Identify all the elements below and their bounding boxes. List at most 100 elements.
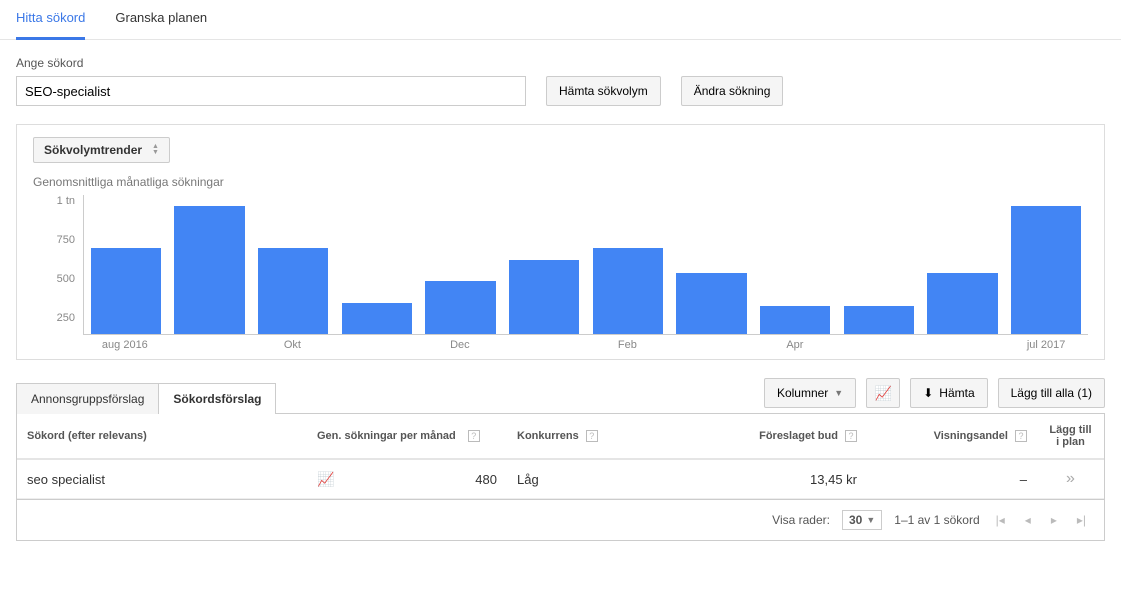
bar[interactable]	[258, 248, 328, 334]
chart-panel: Sökvolymtrender ▲▼ Genomsnittliga månatl…	[16, 124, 1105, 360]
th-share-label: Visningsandel	[934, 430, 1008, 442]
cell-keyword[interactable]: seo specialist	[17, 462, 307, 497]
help-icon[interactable]: ?	[586, 430, 598, 442]
bar[interactable]	[927, 273, 997, 334]
bar-slot	[419, 195, 503, 334]
download-icon: ⬇	[923, 386, 933, 400]
chart-title: Genomsnittliga månatliga sökningar	[33, 175, 1088, 189]
columns-button[interactable]: Kolumner ▼	[764, 378, 856, 408]
tab-keyword-suggestions[interactable]: Sökordsförslag	[158, 383, 276, 414]
rows-dropdown[interactable]: 30 ▼	[842, 510, 882, 530]
y-tick: 500	[57, 273, 75, 312]
pager-first-icon[interactable]: |◂	[992, 513, 1009, 527]
cell-searches: 📈 480	[307, 461, 507, 498]
cell-competition: Låg	[507, 462, 737, 497]
bar[interactable]	[593, 248, 663, 334]
y-axis: 1 tn750500250	[33, 195, 83, 351]
chart-view-button[interactable]: 📈	[866, 378, 900, 408]
th-keyword[interactable]: Sökord (efter relevans)	[17, 420, 307, 452]
th-competition-label: Konkurrens	[517, 430, 579, 442]
bar[interactable]	[676, 273, 746, 334]
bars	[83, 195, 1088, 335]
help-icon[interactable]: ?	[1015, 430, 1027, 442]
y-tick: 250	[57, 312, 75, 351]
bar-slot	[837, 195, 921, 334]
add-to-plan-icon[interactable]: »	[1066, 470, 1075, 487]
table-header: Sökord (efter relevans) Gen. sökningar p…	[17, 414, 1104, 460]
results-table: Sökord (efter relevans) Gen. sökningar p…	[16, 413, 1105, 500]
help-icon[interactable]: ?	[845, 430, 857, 442]
bar[interactable]	[1011, 206, 1081, 334]
tab-adgroup-suggestions[interactable]: Annonsgruppsförslag	[16, 383, 159, 414]
right-tools: Kolumner ▼ 📈 ⬇ Hämta Lägg till alla (1)	[764, 378, 1105, 408]
cell-bid: 13,45 kr	[737, 462, 867, 497]
searches-value: 480	[475, 472, 497, 487]
x-label	[334, 339, 418, 351]
bar-slot	[586, 195, 670, 334]
download-label: Hämta	[939, 386, 974, 400]
caret-down-icon: ▼	[866, 515, 875, 525]
bars-wrap: aug 2016OktDecFebAprjul 2017	[83, 195, 1088, 351]
keyword-input[interactable]	[16, 76, 526, 106]
x-label	[921, 339, 1005, 351]
bar[interactable]	[174, 206, 244, 334]
get-volume-button[interactable]: Hämta sökvolym	[546, 76, 661, 106]
bar-slot	[1004, 195, 1088, 334]
table-body: seo specialist 📈 480 Låg13,45 kr– »	[17, 460, 1104, 499]
chart-area: 1 tn750500250 aug 2016OktDecFebAprjul 20…	[33, 195, 1088, 351]
show-rows-label: Visa rader:	[772, 513, 830, 527]
trend-dropdown-label: Sökvolymtrender	[44, 143, 142, 157]
pager-prev-icon[interactable]: ◂	[1021, 513, 1035, 527]
bar[interactable]	[342, 303, 412, 334]
search-row: Hämta sökvolym Ändra sökning	[16, 76, 1105, 106]
x-label: Apr	[753, 339, 837, 351]
th-share[interactable]: Visningsandel ?	[867, 420, 1037, 452]
y-tick: 1 tn	[57, 195, 75, 234]
bar[interactable]	[509, 260, 579, 334]
bar-slot	[753, 195, 837, 334]
pager-last-icon[interactable]: ▸|	[1073, 513, 1090, 527]
add-all-button[interactable]: Lägg till alla (1)	[998, 378, 1105, 408]
pager-next-icon[interactable]: ▸	[1047, 513, 1061, 527]
tab-review-plan[interactable]: Granska planen	[115, 0, 207, 39]
tab-find-keywords[interactable]: Hitta sökord	[16, 0, 85, 40]
bar[interactable]	[91, 248, 161, 334]
x-label	[669, 339, 753, 351]
bar-slot	[502, 195, 586, 334]
x-label	[502, 339, 586, 351]
table-row: seo specialist 📈 480 Låg13,45 kr– »	[17, 460, 1104, 499]
download-button[interactable]: ⬇ Hämta	[910, 378, 987, 408]
bar[interactable]	[760, 306, 830, 334]
x-label: aug 2016	[83, 339, 167, 351]
x-label: Feb	[586, 339, 670, 351]
pager: Visa rader: 30 ▼ 1–1 av 1 sökord |◂ ◂ ▸ …	[16, 500, 1105, 541]
columns-label: Kolumner	[777, 386, 828, 400]
bar-slot	[251, 195, 335, 334]
top-tabs: Hitta sökord Granska planen	[0, 0, 1121, 40]
y-tick: 750	[57, 234, 75, 273]
bar-slot	[335, 195, 419, 334]
pager-range: 1–1 av 1 sökord	[894, 513, 979, 527]
bar-slot	[670, 195, 754, 334]
caret-down-icon: ▼	[834, 388, 843, 398]
trend-icon[interactable]: 📈	[317, 471, 334, 488]
x-label	[167, 339, 251, 351]
th-bid[interactable]: Föreslaget bud ?	[737, 420, 867, 452]
bar[interactable]	[844, 306, 914, 334]
x-label: Dec	[418, 339, 502, 351]
bar[interactable]	[425, 281, 495, 334]
edit-search-button[interactable]: Ändra sökning	[681, 76, 784, 106]
trend-dropdown[interactable]: Sökvolymtrender ▲▼	[33, 137, 170, 163]
th-add: Lägg till i plan	[1037, 414, 1104, 458]
th-competition[interactable]: Konkurrens ?	[507, 420, 737, 452]
bar-slot	[921, 195, 1005, 334]
th-bid-label: Föreslaget bud	[759, 430, 838, 442]
sort-caret-icon: ▲▼	[152, 144, 159, 156]
result-tabs: Annonsgruppsförslag Sökordsförslag	[16, 383, 275, 414]
th-searches[interactable]: Gen. sökningar per månad ?	[307, 420, 507, 452]
toolbar-row: Annonsgruppsförslag Sökordsförslag Kolum…	[16, 378, 1105, 414]
help-icon[interactable]: ?	[468, 430, 480, 442]
x-label: jul 2017	[1004, 339, 1088, 351]
cell-share: –	[867, 462, 1037, 497]
bar-slot	[168, 195, 252, 334]
